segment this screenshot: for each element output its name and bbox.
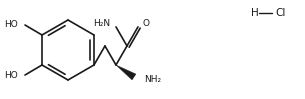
Polygon shape <box>116 65 136 80</box>
Text: H: H <box>251 8 259 18</box>
Text: HO: HO <box>4 71 18 80</box>
Text: NH₂: NH₂ <box>144 75 161 83</box>
Text: Cl: Cl <box>275 8 285 18</box>
Text: HO: HO <box>4 20 18 29</box>
Text: H₂N: H₂N <box>93 19 110 28</box>
Text: O: O <box>143 19 150 28</box>
